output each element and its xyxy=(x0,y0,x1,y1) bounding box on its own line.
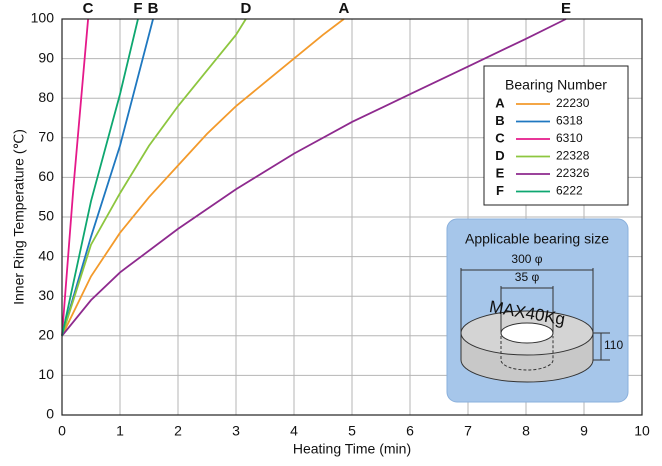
legend-key: A xyxy=(495,95,505,110)
chart: Heating Time (min) Inner Ring Temperatur… xyxy=(0,0,662,461)
y-axis-title: Inner Ring Temperature (℃) xyxy=(11,129,27,305)
inner-diameter: 35 φ xyxy=(515,270,540,284)
x-tick-label: 6 xyxy=(406,423,414,439)
end-label: A xyxy=(338,0,349,17)
end-label: D xyxy=(240,0,251,17)
y-tick-label: 50 xyxy=(38,208,54,224)
y-tick-label: 60 xyxy=(38,168,54,184)
y-tick-label: 10 xyxy=(38,366,54,382)
legend-title: Bearing Number xyxy=(505,77,607,93)
y-tick-label: 0 xyxy=(46,406,54,422)
inset-title: Applicable bearing size xyxy=(465,231,609,247)
x-tick-label: 7 xyxy=(464,423,472,439)
legend-key: D xyxy=(495,148,504,163)
outer-diameter: 300 φ xyxy=(511,252,542,266)
x-tick-label: 10 xyxy=(634,423,650,439)
x-axis-title: Heating Time (min) xyxy=(293,441,411,457)
y-tick-label: 70 xyxy=(38,129,54,145)
x-tick-label: 2 xyxy=(174,423,182,439)
x-tick-label: 3 xyxy=(232,423,240,439)
height-label: 110 xyxy=(604,338,623,352)
legend-label: 6222 xyxy=(556,184,583,198)
legend-label: 22326 xyxy=(556,166,590,180)
end-label: C xyxy=(83,0,94,17)
legend-key: B xyxy=(495,113,504,128)
x-tick-label: 8 xyxy=(522,423,530,439)
legend-label: 22328 xyxy=(556,149,590,163)
end-label: B xyxy=(148,0,159,17)
y-tick-label: 90 xyxy=(38,49,54,65)
end-label: F xyxy=(133,0,142,17)
y-tick-label: 100 xyxy=(31,10,55,26)
x-tick-label: 5 xyxy=(348,423,356,439)
x-tick-label: 1 xyxy=(116,423,124,439)
legend: Bearing Number A 22230 B 6318 C 6310 D 22328 E 22… xyxy=(484,66,628,205)
y-tick-label: 30 xyxy=(38,287,54,303)
legend-label: 22230 xyxy=(556,96,590,110)
y-tick-label: 40 xyxy=(38,247,54,263)
x-tick-label: 4 xyxy=(290,423,298,439)
end-label: E xyxy=(561,0,571,17)
y-tick-label: 20 xyxy=(38,327,54,343)
y-tick-label: 80 xyxy=(38,89,54,105)
legend-label: 6310 xyxy=(556,131,583,145)
x-tick-label: 9 xyxy=(580,423,588,439)
legend-key: E xyxy=(496,165,505,180)
legend-label: 6318 xyxy=(556,114,583,128)
legend-key: C xyxy=(495,130,505,145)
legend-key: F xyxy=(496,183,504,198)
inset: Applicable bearing size 300 φ 35 φ MAX40… xyxy=(447,219,628,402)
bore xyxy=(501,323,553,343)
x-tick-label: 0 xyxy=(58,423,66,439)
